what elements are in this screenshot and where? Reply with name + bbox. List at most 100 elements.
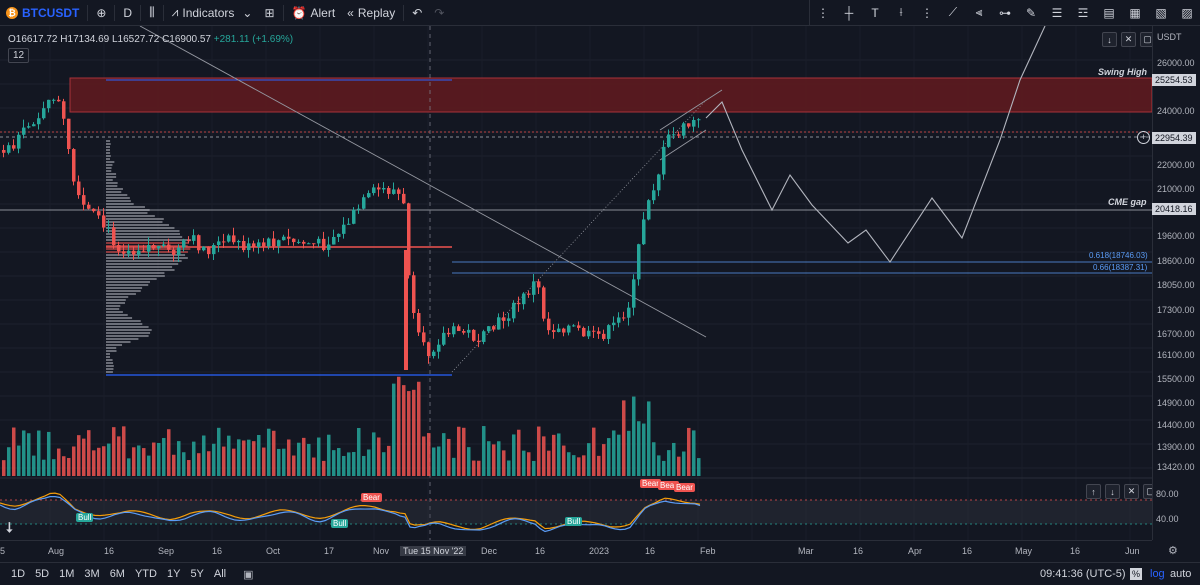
volume-bar [332,450,336,476]
range-ytd[interactable]: YTD [134,568,157,580]
volume-bar [67,457,71,476]
volume-bar [37,430,41,476]
supply-zone [69,77,1152,113]
volume-badge[interactable]: 12 [8,48,30,63]
volume-bar [237,439,241,476]
candle-body [207,246,211,255]
auto-toggle[interactable]: auto [1170,568,1192,580]
volume-profile-bar [106,305,121,307]
stack-icon[interactable]: ▨ [1181,5,1193,20]
clock[interactable]: 09:41:36 (UTC-5) [1040,568,1126,580]
fib-icon[interactable]: ⋮ [921,5,933,20]
range-1m[interactable]: 1M [59,568,75,580]
more-icon[interactable]: ⋮ [817,5,829,20]
symbol-search[interactable]: ₿ BTCUSDT [0,0,85,25]
candle-body [47,99,51,109]
replay-button[interactable]: « Replay [341,0,401,25]
high-value: H17134.69 [60,34,110,45]
position-icon[interactable]: ⊶ [999,5,1011,20]
candle-body [467,329,471,333]
text-tool-icon[interactable]: T [871,5,879,20]
range-6m[interactable]: 6M [109,568,125,580]
layouts-button[interactable]: ⊞ [258,0,280,25]
arrow-up-icon[interactable]: ↑ [1086,484,1101,499]
time-tick: Dec [481,546,498,556]
candle-body [117,245,121,252]
osc-line-fast [0,492,701,530]
volume-bar [562,445,566,476]
volume-bar [342,455,346,476]
volume-bar [147,455,151,476]
undo-button[interactable]: ↶ [406,0,428,25]
volume-profile-bar [106,335,149,337]
close-icon[interactable]: ✕ [1124,484,1139,499]
candle-body [267,238,271,247]
range-5y[interactable]: 5Y [190,568,204,580]
candle-body [682,123,686,136]
cursor-icon[interactable]: ┼ [844,5,854,20]
range-5d[interactable]: 5D [35,568,50,580]
volume-bar [192,441,196,476]
volume-profile-bar [106,245,188,247]
arrow-down-icon[interactable]: ↓ [1102,32,1117,47]
volume-bar [612,430,616,476]
settings-gear-icon[interactable]: ⚙ [1168,545,1178,557]
volume-profile-bar [106,299,126,301]
ruler-icon[interactable]: ☲ [1077,5,1089,20]
volume-bar [642,423,646,476]
candle-body [442,332,446,345]
interval-button[interactable]: D [117,0,138,25]
top-toolbar: ₿ BTCUSDT ⊕ D ⫼ ⩘ Indicators ⌄ ⊞ ⏰ Alert… [0,0,1200,26]
range-all[interactable]: All [213,568,227,580]
trash-icon[interactable]: ▧ [1155,5,1167,20]
volume-bar [187,460,191,476]
time-axis[interactable] [0,540,1152,563]
volume-bar [557,433,561,476]
candle-body [2,150,6,153]
percent-toggle[interactable]: % [1130,568,1142,580]
chart-type-button[interactable]: ⫼ [143,0,161,25]
volume-bar [312,457,316,476]
volume-bar [377,437,381,476]
candle-body [242,240,246,251]
indicators-button[interactable]: ⩘ Indicators ⌄ [166,0,259,25]
range-1y[interactable]: 1Y [166,568,181,580]
magnet-icon[interactable]: ▤ [1103,5,1115,20]
close-icon[interactable]: ✕ [1121,32,1136,47]
volume-bar [152,442,156,476]
volume-bar [412,389,416,476]
lock-icon[interactable]: ▦ [1129,5,1141,20]
candle-body [612,322,616,326]
compare-button[interactable]: ⊕ [90,0,112,25]
range-3m[interactable]: 3M [84,568,100,580]
alert-button[interactable]: ⏰ Alert [286,0,342,25]
volume-profile-bar [106,206,145,208]
arrow-down-icon[interactable]: ↓ [1105,484,1120,499]
range-1d[interactable]: 1D [11,568,26,580]
measure-icon[interactable]: ☰ [1051,5,1063,20]
fib-fan-icon[interactable]: ⫷ [975,5,983,19]
price-axis[interactable]: USDT [1152,26,1200,540]
brush-icon[interactable]: ✎ [1025,5,1037,20]
volume-bar [247,439,251,476]
log-toggle[interactable]: log [1150,568,1165,580]
volume-bar [447,438,451,476]
volume-bar [177,441,181,476]
trend-angle-icon[interactable]: ⟋ [948,5,958,19]
date-range-icon[interactable]: ▣ [243,568,254,581]
candle-body [252,243,256,248]
candle-body [577,325,581,328]
add-alert-icon[interactable]: + [1137,131,1150,144]
volume-bar [617,434,621,476]
volume-bar [207,451,211,476]
candle-body [347,223,351,225]
grid-icon: ⊞ [264,5,275,20]
candle-body [17,134,21,149]
volume-bar [407,391,411,476]
pitchfork-icon[interactable]: ⟊ [899,5,903,19]
candle-body [367,193,371,198]
main-chart[interactable]: ⭣ [0,26,1152,540]
volume-bar [72,446,76,476]
redo-button[interactable]: ↷ [428,0,450,25]
currency-label[interactable]: USDT [1157,32,1182,42]
